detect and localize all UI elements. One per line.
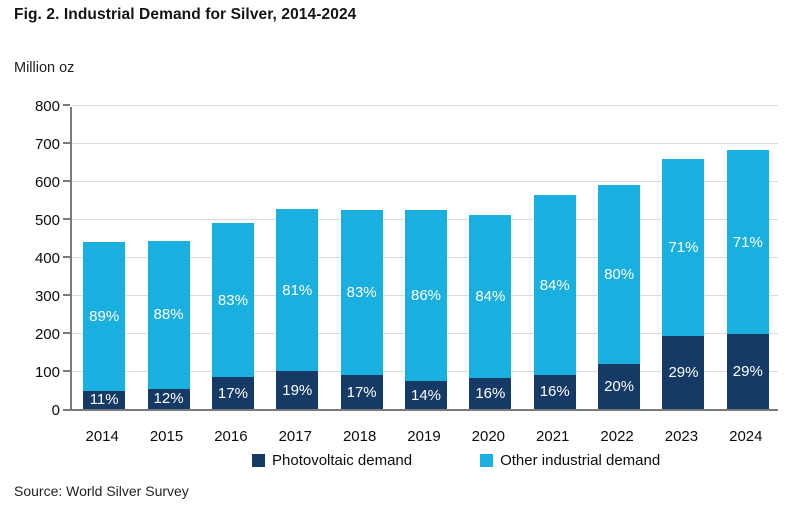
y-axis-tick — [63, 142, 70, 144]
y-axis-tick — [63, 218, 70, 220]
x-axis-label-2016: 2016 — [214, 428, 248, 445]
bar-percent-label: 14% — [410, 386, 442, 404]
y-axis-unit-label: Million oz — [14, 60, 75, 76]
y-axis-tick-label: 200 — [34, 326, 60, 343]
bar-segment-other-industrial-2020: 84% — [469, 215, 512, 378]
bar-segment-photovoltaic-2014: 11% — [83, 390, 126, 409]
bar-percent-label: 16% — [539, 383, 570, 401]
gridline — [72, 143, 778, 144]
bar-segment-other-industrial-2017: 81% — [276, 209, 319, 371]
bar-percent-label: 19% — [282, 381, 313, 399]
bar-percent-label: 12% — [153, 390, 184, 408]
y-axis-tick — [63, 180, 70, 182]
legend-item-photovoltaic: Photovoltaic demand — [252, 452, 412, 469]
gridline — [72, 105, 778, 106]
y-axis-tick-label: 300 — [34, 288, 60, 305]
y-axis-tick-label: 100 — [34, 364, 60, 381]
bar-segment-photovoltaic-2024: 29% — [726, 333, 769, 409]
bar-segment-photovoltaic-2020: 16% — [469, 377, 512, 409]
bar-percent-label: 29% — [668, 364, 699, 382]
bar-percent-label: 17% — [217, 384, 248, 402]
bar-segment-photovoltaic-2018: 17% — [340, 375, 383, 409]
bar-percent-label: 29% — [732, 362, 763, 380]
x-axis-label-2017: 2017 — [278, 428, 312, 445]
bar-segment-other-industrial-2022: 80% — [598, 184, 641, 365]
bar-segment-photovoltaic-2019: 14% — [405, 381, 447, 409]
y-axis-tick — [63, 332, 70, 334]
bar-segment-other-industrial-2023: 71% — [662, 158, 705, 337]
bar-segment-photovoltaic-2023: 29% — [662, 336, 705, 409]
bar-segment-photovoltaic-2015: 12% — [147, 388, 190, 409]
x-axis-label-2015: 2015 — [149, 428, 184, 445]
y-axis-tick — [63, 104, 70, 106]
y-axis-tick — [63, 256, 70, 258]
x-axis-label-2021: 2021 — [536, 428, 570, 445]
bar-percent-label: 89% — [89, 307, 120, 325]
y-axis-tick — [63, 370, 70, 372]
x-axis-label-2024: 2024 — [729, 428, 763, 445]
bar-percent-label: 71% — [732, 233, 763, 251]
bar-segment-photovoltaic-2017: 19% — [276, 371, 319, 409]
bar-percent-label: 11% — [89, 391, 119, 409]
legend-label-other-industrial: Other industrial demand — [500, 452, 661, 469]
x-axis-label-2023: 2023 — [664, 428, 699, 445]
source-note: Source: World Silver Survey — [14, 483, 189, 499]
bar-percent-label: 81% — [282, 281, 313, 299]
bar-percent-label: 88% — [153, 306, 184, 324]
bar-percent-label: 84% — [475, 288, 506, 306]
figure-title: Fig. 2. Industrial Demand for Silver, 20… — [14, 6, 357, 23]
bar-segment-other-industrial-2021: 84% — [533, 195, 576, 375]
bar-percent-label: 16% — [475, 384, 506, 402]
x-axis-label-2018: 2018 — [342, 428, 377, 445]
plot-area: 11% 89% 12% 88% 17% 83% 19% 81% 17% 83% 14% 86% 16% 8… — [63, 104, 778, 411]
legend-swatch-photovoltaic-icon — [252, 454, 265, 467]
bar-percent-label: 17% — [346, 383, 377, 401]
gridline — [72, 181, 778, 182]
bar-percent-label: 83% — [217, 291, 248, 309]
bar-segment-other-industrial-2019: 86% — [405, 210, 447, 382]
y-axis-tick — [63, 409, 70, 411]
y-axis-tick-label: 600 — [34, 174, 60, 191]
bar-percent-label: 20% — [604, 378, 635, 396]
y-axis-tick-label: 0 — [51, 402, 60, 419]
bar-percent-label: 86% — [410, 287, 442, 305]
x-axis-label-2022: 2022 — [600, 428, 634, 445]
bar-segment-other-industrial-2018: 83% — [340, 209, 383, 376]
x-axis-label-2020: 2020 — [471, 428, 506, 445]
x-axis-labels: 2014 2015 2016 2017 2018 2019 2020 2021 2022 2023… — [70, 427, 778, 447]
bar-percent-label: 71% — [668, 239, 699, 257]
bar-segment-photovoltaic-2016: 17% — [211, 377, 254, 409]
legend-item-other-industrial: Other industrial demand — [480, 452, 660, 469]
bar-segment-other-industrial-2015: 88% — [147, 240, 190, 389]
x-axis-label-2014: 2014 — [85, 428, 119, 445]
y-axis-tick-label: 700 — [34, 136, 60, 153]
bar-segment-other-industrial-2024: 71% — [726, 150, 769, 334]
y-axis-labels: 0 100 200 300 400 500 600 700 800 — [0, 98, 60, 419]
bar-segment-other-industrial-2016: 83% — [211, 222, 254, 378]
bar-segment-photovoltaic-2022: 20% — [598, 364, 641, 409]
x-axis-label-2019: 2019 — [407, 428, 441, 445]
legend: Photovoltaic demand Other industrial dem… — [252, 452, 660, 469]
legend-label-photovoltaic: Photovoltaic demand — [272, 452, 413, 469]
bar-segment-photovoltaic-2021: 16% — [533, 374, 576, 409]
y-axis-tick-label: 800 — [34, 98, 60, 115]
y-axis-tick — [63, 294, 70, 296]
y-axis-tick-label: 500 — [34, 212, 60, 229]
bar-segment-other-industrial-2014: 89% — [83, 241, 126, 391]
y-axis-tick-label: 400 — [34, 250, 60, 267]
legend-swatch-other-industrial-icon — [480, 454, 494, 467]
bar-percent-label: 83% — [346, 283, 377, 301]
bar-percent-label: 80% — [604, 265, 635, 283]
bar-percent-label: 84% — [539, 276, 570, 294]
